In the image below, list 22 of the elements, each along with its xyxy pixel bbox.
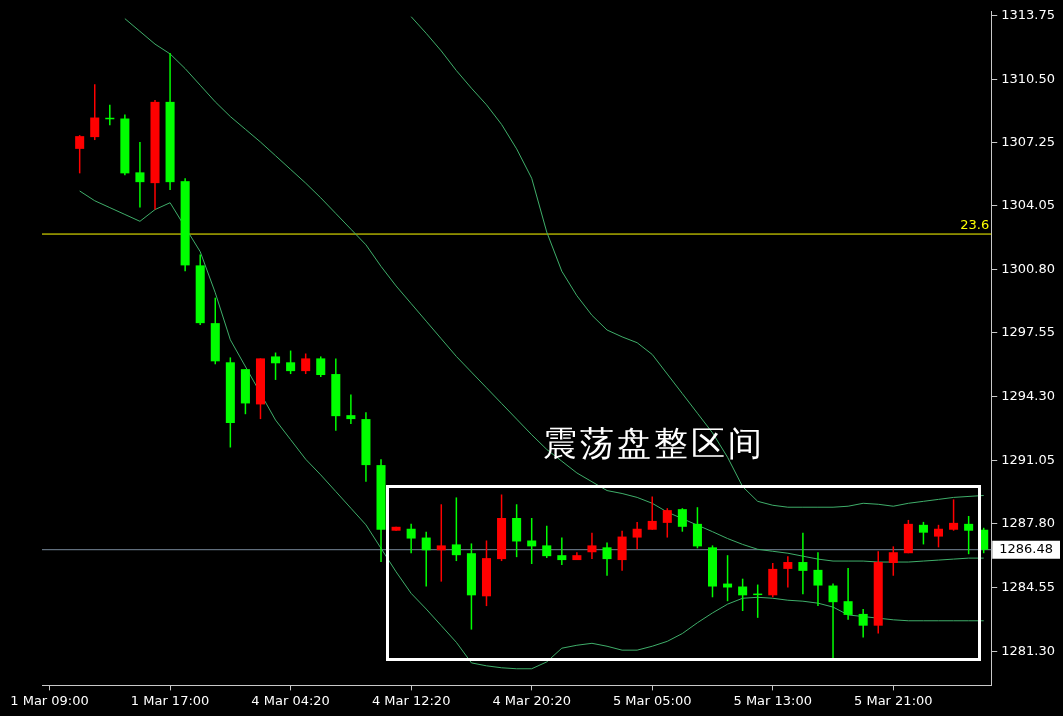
y-tick-label: 1284.55 [1001, 578, 1056, 594]
x-tick-label: 4 Mar 04:20 [251, 692, 330, 708]
x-tick-label: 5 Mar 05:00 [612, 692, 692, 708]
y-tick-label: 1297.55 [1001, 324, 1056, 340]
y-tick-label: 1281.30 [1001, 642, 1056, 658]
x-tick-label: 1 Mar 09:00 [10, 692, 89, 708]
x-tick-label: 5 Mar 21:00 [854, 692, 933, 708]
y-tick-label: 1287.80 [1001, 515, 1056, 531]
y-tick-label: 1294.30 [1001, 387, 1056, 403]
annotation: 震荡盘整区间 [542, 421, 765, 465]
x-tick-label: 5 Mar 13:00 [733, 692, 813, 708]
y-tick-label: 1300.80 [1001, 260, 1056, 276]
ref-line-label: 1286.48 [999, 541, 1054, 557]
x-tick-label: 1 Mar 17:00 [130, 692, 210, 708]
annotation: 23.6 [960, 216, 990, 232]
y-tick-label: 1310.50 [1001, 70, 1056, 86]
x-tick-label: 4 Mar 20:20 [492, 692, 571, 708]
y-tick-label: 1304.05 [1001, 197, 1056, 213]
y-tick-label: 1313.75 [1001, 7, 1056, 23]
x-tick-label: 4 Mar 12:20 [371, 692, 451, 708]
y-tick-label: 1291.05 [1001, 451, 1056, 467]
y-tick-label: 1307.25 [1001, 134, 1056, 150]
